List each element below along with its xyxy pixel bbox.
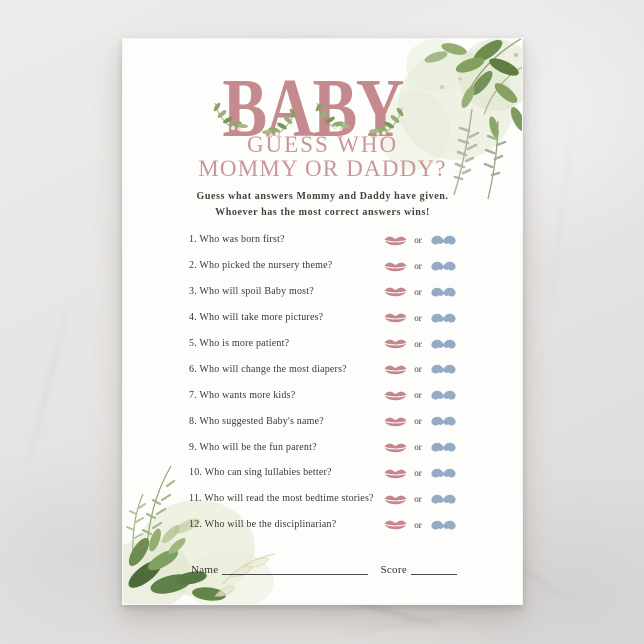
- question-text: 9. Who will be the fun parent?: [189, 441, 317, 453]
- question-text: 3. Who will spoil Baby most?: [189, 286, 314, 298]
- mustache-icon: [431, 520, 456, 530]
- question-row: 6. Who will change the most diapers? or: [189, 356, 459, 382]
- question-row: 7. Who wants more kids? or: [189, 382, 459, 408]
- question-text: 8. Who suggested Baby's name?: [189, 415, 324, 427]
- card-title: BABY: [222, 62, 404, 155]
- question-text: 12. Who will be the disciplinarian?: [189, 519, 337, 531]
- lips-icon: [383, 468, 408, 479]
- title-leaf-sprig-icon: [313, 101, 351, 132]
- name-score-row: Name Score: [191, 562, 457, 576]
- question-row: 10. Who can sing lullabies better? or: [189, 460, 459, 486]
- answer-options: or: [383, 389, 459, 402]
- question-text: 4. Who will take more pictures?: [189, 312, 324, 324]
- instructions-line2: Whoever has the most correct answers win…: [215, 206, 430, 218]
- mustache-icon: [431, 494, 456, 504]
- lips-icon: [383, 235, 408, 246]
- title-leaf-sprig-icon: [211, 101, 249, 132]
- baby-shower-game-card: BABY GUESS WHO MOMMY OR DADDY? Guess wha…: [122, 38, 523, 605]
- lips-icon: [383, 313, 408, 324]
- mustache-icon: [431, 416, 456, 426]
- name-write-line: [222, 562, 369, 575]
- question-row: 8. Who suggested Baby's name? or: [189, 408, 459, 434]
- answer-options: or: [383, 518, 459, 531]
- or-label: or: [414, 390, 422, 401]
- lips-icon: [383, 287, 408, 298]
- or-label: or: [414, 312, 422, 323]
- or-label: or: [414, 286, 422, 297]
- mustache-icon: [431, 261, 456, 271]
- lips-icon: [383, 365, 408, 375]
- answer-options: or: [383, 337, 459, 350]
- answer-options: or: [383, 441, 459, 454]
- mustache-icon: [431, 442, 456, 452]
- lips-icon: [383, 261, 408, 272]
- question-text: 6. Who will change the most diapers?: [189, 363, 347, 375]
- or-label: or: [414, 442, 422, 453]
- question-text: 10. Who can sing lullabies better?: [189, 467, 332, 479]
- card-subtitle-line2: MOMMY OR DADDY?: [198, 156, 447, 181]
- mustache-icon: [431, 313, 456, 323]
- or-label: or: [414, 493, 422, 504]
- question-row: 12. Who will be the disciplinarian? or: [189, 512, 459, 538]
- or-label: or: [414, 467, 422, 478]
- answer-options: or: [383, 363, 459, 376]
- answer-options: or: [383, 467, 459, 480]
- question-text: 5. Who is more patient?: [189, 338, 290, 349]
- or-label: or: [414, 260, 422, 271]
- or-label: or: [414, 234, 422, 245]
- or-label: or: [414, 364, 422, 375]
- lips-icon: [383, 339, 408, 349]
- marble-vein: [340, 609, 490, 634]
- answer-options: or: [383, 234, 459, 247]
- question-text: 11. Who will read the most bedtime stori…: [189, 493, 374, 505]
- answer-options: or: [383, 285, 459, 298]
- question-text: 7. Who wants more kids?: [189, 389, 296, 401]
- mustache-icon: [431, 390, 456, 400]
- or-label: or: [414, 416, 422, 427]
- question-row: 2. Who picked the nursery theme? or: [189, 253, 459, 279]
- mustache-icon: [431, 339, 456, 348]
- answer-options: or: [383, 260, 459, 273]
- or-label: or: [414, 338, 422, 349]
- mustache-icon: [431, 287, 456, 297]
- lips-icon: [383, 417, 408, 427]
- name-label: Name: [191, 564, 219, 576]
- question-row: 9. Who will be the fun parent? or: [189, 434, 459, 460]
- mustache-icon: [431, 235, 456, 245]
- question-text: 2. Who picked the nursery theme?: [189, 260, 333, 272]
- lips-icon: [383, 442, 408, 453]
- mustache-icon: [431, 468, 456, 478]
- marble-vein: [25, 302, 71, 468]
- or-label: or: [414, 519, 422, 530]
- lips-icon: [383, 520, 408, 531]
- question-row: 11. Who will read the most bedtime stori…: [189, 486, 459, 512]
- question-text: 1. Who was born first?: [189, 234, 285, 246]
- lips-icon: [383, 391, 408, 401]
- marble-vein: [547, 110, 576, 320]
- answer-options: or: [383, 493, 459, 506]
- question-row: 3. Who will spoil Baby most? or: [189, 279, 459, 305]
- score-write-line: [411, 562, 457, 575]
- answer-options: or: [383, 311, 459, 324]
- question-list: 1. Who was born first? or 2. Who picked …: [189, 227, 459, 538]
- instructions-line1: Guess what answers Mommy and Daddy have …: [196, 191, 449, 202]
- card-subtitle-line1: GUESS WHO: [246, 132, 399, 157]
- score-label: Score: [380, 564, 407, 576]
- instructions-text: Guess what answers Mommy and Daddy have …: [123, 189, 522, 220]
- lips-icon: [383, 494, 408, 505]
- question-row: 1. Who was born first? or: [189, 227, 459, 253]
- answer-options: or: [383, 415, 459, 428]
- question-row: 4. Who will take more pictures? or: [189, 305, 459, 331]
- question-row: 5. Who is more patient? or: [189, 331, 459, 357]
- mustache-icon: [431, 365, 456, 374]
